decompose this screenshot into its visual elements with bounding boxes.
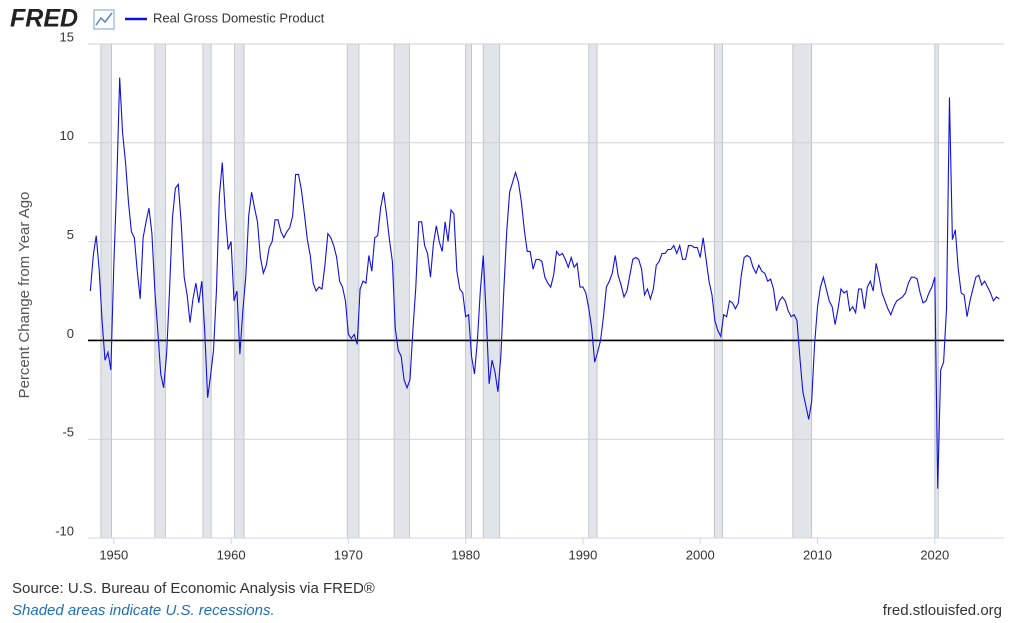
- recession-band: [346, 43, 360, 539]
- legend-label: Real Gross Domestic Product: [153, 10, 325, 25]
- x-tick-label: 1970: [334, 547, 363, 562]
- recession-band: [482, 43, 501, 539]
- y-tick-label: -5: [62, 425, 74, 440]
- y-tick-label: 5: [67, 227, 74, 242]
- x-tick-label: 2000: [686, 547, 715, 562]
- x-tick-label: 2020: [920, 547, 949, 562]
- recession-band: [393, 43, 410, 539]
- y-tick-label: 10: [60, 128, 74, 143]
- y-tick-label: -10: [55, 523, 74, 538]
- source: Source: U.S. Bureau of Economic Analysis…: [12, 580, 375, 597]
- x-tick-label: 1960: [217, 547, 246, 562]
- recession-band: [465, 43, 472, 539]
- site: fred.stlouisfed.org: [883, 602, 1002, 619]
- recession-band: [202, 43, 212, 539]
- y-axis-label: Percent Change from Year Ago: [16, 192, 33, 399]
- x-tick-label: 2010: [803, 547, 832, 562]
- y-tick-label: 15: [60, 29, 74, 44]
- recession-band: [713, 43, 723, 539]
- x-tick-label: 1990: [568, 547, 597, 562]
- recession-band: [234, 43, 245, 539]
- logo-icon: [93, 9, 115, 30]
- series-line: [89, 77, 1000, 489]
- recession-note: Shaded areas indicate U.S. recessions.: [12, 602, 275, 619]
- recession-band: [792, 43, 813, 539]
- recession-band: [100, 43, 112, 539]
- x-tick-label: 1950: [99, 547, 128, 562]
- recession-band: [588, 43, 598, 539]
- y-tick-label: 0: [67, 326, 74, 341]
- x-tick-label: 1980: [451, 547, 480, 562]
- logo-icon-line: [95, 12, 113, 26]
- recession-band: [154, 43, 166, 539]
- logo: FRED: [10, 5, 78, 33]
